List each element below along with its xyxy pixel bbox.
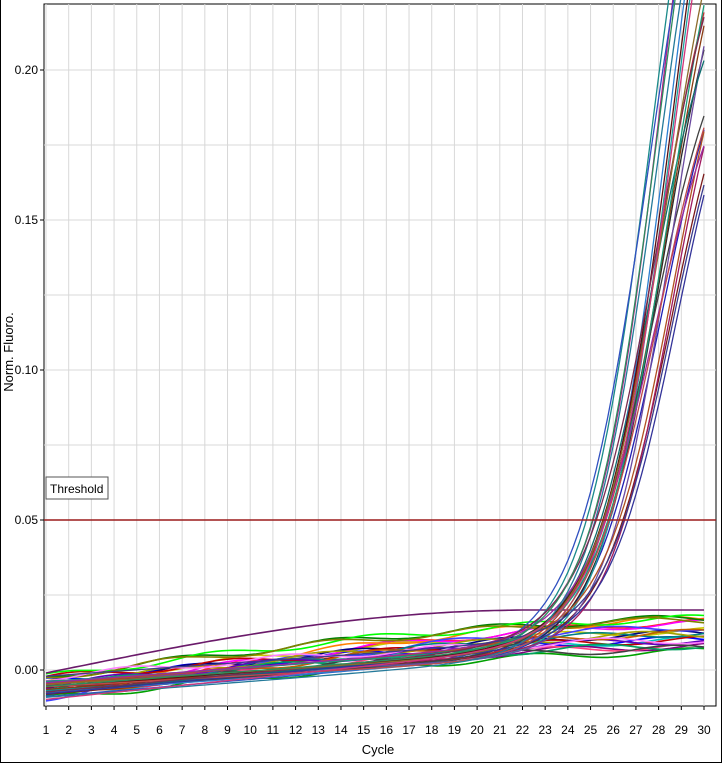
x-tick-label: 23 (538, 723, 552, 737)
x-tick-label: 16 (380, 723, 394, 737)
plot-area (43, 3, 717, 707)
y-axis-title: Norm. Fluoro. (1, 312, 16, 391)
threshold-line: Threshold (44, 476, 716, 521)
amplification-curve (45, 194, 705, 695)
y-tick-label: 0.10 (15, 363, 39, 377)
x-tick-label: 29 (675, 723, 689, 737)
threshold-label: Threshold (50, 482, 103, 496)
x-tick-label: 24 (561, 723, 575, 737)
x-tick-label: 6 (156, 723, 163, 737)
x-tick-label: 14 (334, 723, 348, 737)
amplification-curve (45, 0, 703, 686)
amplification-curve (45, 0, 676, 688)
x-tick-label: 15 (357, 723, 371, 737)
x-tick-label: 1 (43, 723, 50, 737)
amplification-curve (45, 0, 693, 701)
x-axis-title: Cycle (362, 742, 395, 757)
x-tick-label: 2 (65, 723, 72, 737)
x-tick-label: 27 (629, 723, 643, 737)
x-tick-label: 4 (111, 723, 118, 737)
amplification-curves (45, 0, 705, 701)
amplification-curve (45, 46, 705, 682)
flat-curve (46, 616, 705, 679)
x-tick-label: 22 (516, 723, 530, 737)
x-tick-label: 12 (289, 723, 303, 737)
amplification-curve (45, 0, 682, 698)
amplification-curve (45, 127, 705, 688)
x-tick-label: 17 (402, 723, 416, 737)
x-tick-label: 30 (697, 723, 711, 737)
x-tick-label: 19 (448, 723, 462, 737)
x-tick-label: 20 (470, 723, 484, 737)
y-tick-label: 0.00 (15, 663, 39, 677)
flat-curve (45, 637, 705, 682)
x-tick-label: 8 (201, 723, 208, 737)
x-tick-label: 28 (652, 723, 666, 737)
x-tick-label: 7 (179, 723, 186, 737)
x-tick-label: 9 (224, 723, 231, 737)
x-tick-label: 11 (267, 723, 280, 737)
x-tick-label: 26 (607, 723, 621, 737)
threshold-label-box (45, 476, 109, 500)
y-tick-label: 0.15 (15, 213, 39, 227)
x-tick-label: 25 (584, 723, 598, 737)
amplification-curve (45, 184, 705, 677)
x-tick-label: 18 (425, 723, 439, 737)
y-tick-label: 0.05 (15, 513, 39, 527)
y-tick-label: 0.20 (15, 63, 39, 77)
x-tick-label: 10 (244, 723, 258, 737)
x-tick-label: 13 (312, 723, 326, 737)
x-tick-label: 3 (88, 723, 95, 737)
axes: 1 2 3 4 5 6 7 8 9 10 11 12 13 14 15 16 17 18 19 20 21 22 23 24 2… (15, 63, 711, 737)
flat-curve-top (45, 609, 704, 674)
x-tick-label: 5 (133, 723, 140, 737)
x-tick-label: 21 (493, 723, 507, 737)
flat-curve (45, 635, 705, 678)
